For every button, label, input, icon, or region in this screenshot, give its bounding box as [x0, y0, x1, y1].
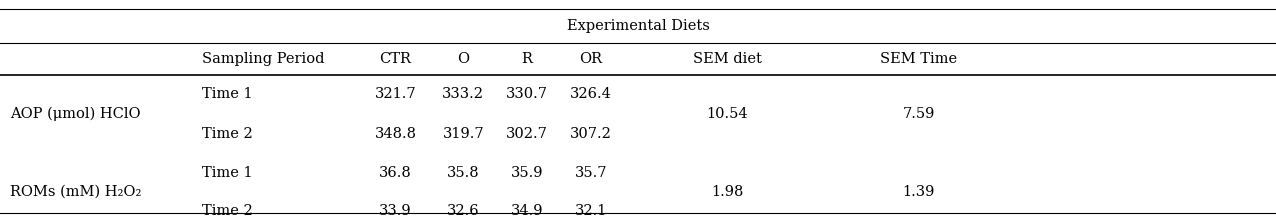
Text: 35.7: 35.7	[574, 166, 607, 180]
Text: CTR: CTR	[380, 52, 411, 66]
Text: 10.54: 10.54	[707, 107, 748, 121]
Text: 33.9: 33.9	[379, 204, 412, 216]
Text: Time 2: Time 2	[202, 127, 253, 141]
Text: 1.98: 1.98	[711, 185, 744, 199]
Text: 333.2: 333.2	[443, 87, 484, 101]
Text: Time 1: Time 1	[202, 166, 253, 180]
Text: Time 1: Time 1	[202, 87, 253, 101]
Text: 35.8: 35.8	[447, 166, 480, 180]
Text: 307.2: 307.2	[570, 127, 611, 141]
Text: SEM Time: SEM Time	[880, 52, 957, 66]
Text: R: R	[522, 52, 532, 66]
Text: Time 2: Time 2	[202, 204, 253, 216]
Text: 34.9: 34.9	[510, 204, 544, 216]
Text: 319.7: 319.7	[443, 127, 484, 141]
Text: Experimental Diets: Experimental Diets	[567, 19, 709, 33]
Text: 326.4: 326.4	[570, 87, 611, 101]
Text: 321.7: 321.7	[375, 87, 416, 101]
Text: 348.8: 348.8	[375, 127, 416, 141]
Text: 35.9: 35.9	[510, 166, 544, 180]
Text: SEM diet: SEM diet	[693, 52, 762, 66]
Text: OR: OR	[579, 52, 602, 66]
Text: Sampling Period: Sampling Period	[202, 52, 324, 66]
Text: 36.8: 36.8	[379, 166, 412, 180]
Text: 32.1: 32.1	[574, 204, 607, 216]
Text: 7.59: 7.59	[902, 107, 935, 121]
Text: O: O	[457, 52, 470, 66]
Text: AOP (μmol) HClO: AOP (μmol) HClO	[10, 107, 140, 121]
Text: 32.6: 32.6	[447, 204, 480, 216]
Text: ROMs (mM) H₂O₂: ROMs (mM) H₂O₂	[10, 185, 142, 199]
Text: 1.39: 1.39	[902, 185, 935, 199]
Text: 302.7: 302.7	[507, 127, 547, 141]
Text: 330.7: 330.7	[507, 87, 547, 101]
